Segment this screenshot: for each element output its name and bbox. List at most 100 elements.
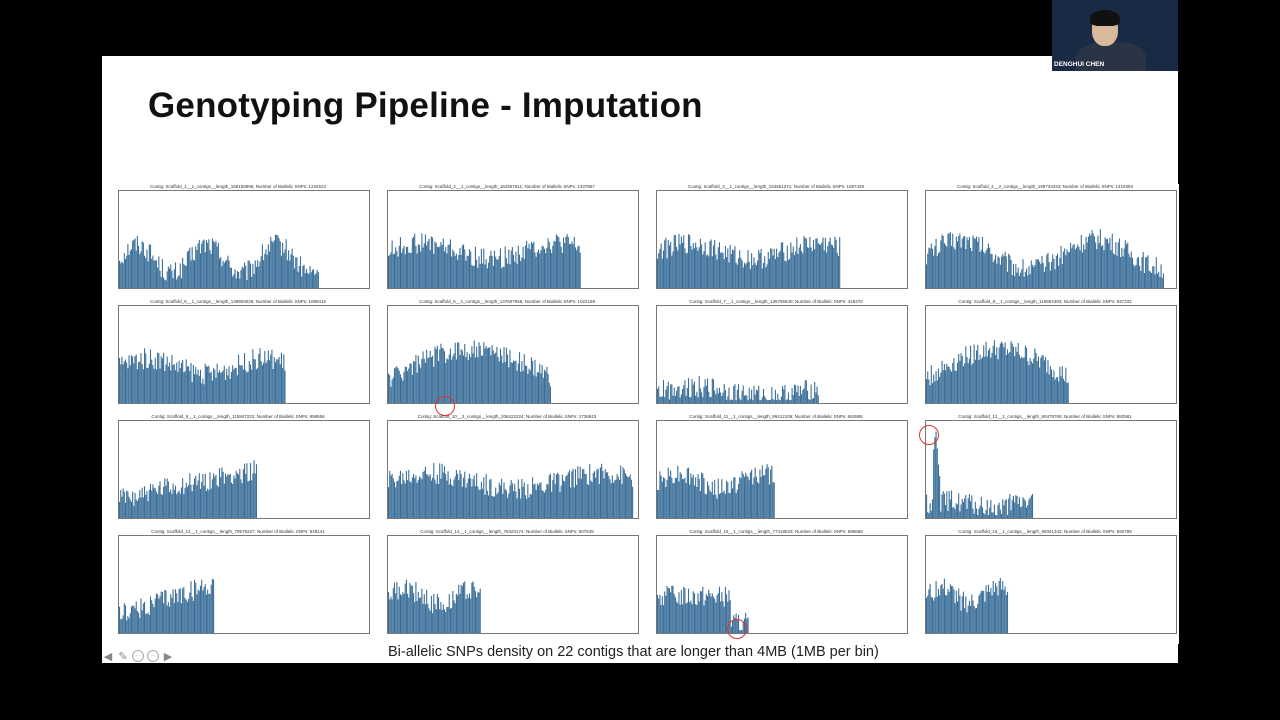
histogram-bar — [438, 360, 440, 403]
histogram-bar — [458, 479, 460, 518]
histogram-bar — [421, 588, 423, 633]
histogram-bar — [452, 486, 454, 518]
histogram-bar — [251, 369, 253, 403]
histogram-bar — [720, 392, 722, 403]
histogram-bar — [789, 400, 791, 403]
histogram-bar — [962, 366, 964, 403]
histogram-bar — [207, 366, 209, 403]
histogram-bar — [440, 241, 442, 288]
histogram-bar — [746, 262, 748, 288]
histogram-bar — [999, 509, 1001, 518]
histogram-bar — [546, 247, 548, 288]
histogram-bar — [545, 489, 547, 518]
histogram-bar — [717, 478, 719, 518]
pen-icon[interactable]: ✎ — [118, 650, 128, 663]
histogram-bar — [978, 595, 980, 633]
histogram-bar — [416, 253, 418, 288]
histogram-bar — [1066, 249, 1068, 288]
histogram-bar — [201, 383, 203, 403]
histogram-bar — [146, 368, 148, 403]
histogram-bar — [668, 476, 670, 518]
histogram-bar — [1028, 365, 1030, 403]
histogram-bar — [245, 265, 247, 288]
histogram-bar — [707, 254, 709, 288]
panel-title: Contig: Scaffold_2__1_contigs__length_16… — [419, 184, 595, 189]
histogram-bar — [127, 491, 129, 518]
histogram-bar — [779, 400, 781, 403]
speaker-name: DENGHUI CHEN — [1054, 61, 1105, 68]
histogram-bar — [418, 598, 421, 633]
histogram-bar — [613, 482, 615, 518]
histogram-bar — [161, 259, 163, 288]
histogram-bar — [570, 487, 572, 518]
histogram-bar — [461, 245, 463, 288]
histogram-bar — [1015, 495, 1017, 518]
histogram-bar — [987, 243, 989, 288]
histogram-bar — [132, 491, 134, 518]
histogram-bar — [740, 478, 742, 518]
histogram-bar — [477, 592, 479, 633]
histogram-bar — [121, 618, 123, 633]
histogram-bar — [209, 250, 211, 288]
histogram-bar — [265, 363, 267, 403]
histogram-bar — [1124, 240, 1126, 288]
histogram-bar — [816, 238, 818, 288]
histogram-bar — [546, 366, 548, 403]
histogram-bar — [967, 363, 969, 403]
histogram-bar — [169, 268, 171, 288]
histogram-bar — [608, 476, 610, 518]
histogram-bar — [834, 236, 836, 288]
histogram-bar — [496, 346, 498, 403]
histogram-bar — [440, 343, 442, 403]
histogram-bar — [130, 249, 132, 288]
histogram-bar — [721, 252, 723, 288]
histogram-bar — [230, 482, 232, 518]
histogram-bar — [296, 257, 298, 288]
histogram-bar — [241, 266, 243, 288]
histogram-bar — [182, 588, 184, 633]
histogram-bar — [777, 393, 779, 403]
histogram-bar — [1106, 238, 1109, 288]
histogram-bar — [234, 478, 236, 518]
histogram-bar — [245, 370, 247, 403]
histogram-bar — [401, 595, 403, 633]
histogram-bar — [135, 250, 137, 288]
histogram-plot-area — [387, 535, 639, 634]
histogram-bar — [407, 371, 409, 403]
histogram-bar — [930, 596, 932, 633]
histogram-bar — [954, 370, 956, 403]
histogram-bar — [461, 350, 463, 403]
histogram-bar — [1041, 355, 1043, 403]
more-icon[interactable]: ⋯ — [132, 650, 144, 662]
histogram-bar — [170, 264, 172, 288]
zoom-icon[interactable]: − — [147, 650, 159, 662]
histogram-bar — [1152, 266, 1154, 288]
histogram-bar — [560, 246, 562, 288]
histogram-bar — [513, 360, 515, 403]
histogram-bar — [188, 366, 190, 403]
histogram-bar — [973, 344, 975, 403]
histogram-bar — [119, 358, 121, 403]
histogram-bar — [673, 482, 675, 518]
histogram-bar — [559, 241, 561, 288]
histogram-bar — [1004, 586, 1006, 633]
histogram-bar — [695, 477, 697, 518]
next-arrow-icon[interactable]: ▶ — [163, 650, 173, 663]
histogram-bar — [577, 466, 579, 518]
histogram-bar — [723, 606, 725, 633]
histogram-bar — [743, 476, 745, 518]
histogram-bar — [1035, 259, 1037, 288]
histogram-plot-area — [925, 305, 1177, 404]
histogram-bar — [163, 352, 165, 403]
histogram-bar — [520, 371, 522, 403]
histogram-bar — [242, 469, 244, 518]
histogram-bar — [141, 241, 143, 288]
histogram-bar — [759, 253, 761, 288]
histogram-bar — [741, 260, 743, 288]
histogram-bar — [484, 264, 486, 288]
histogram-bar — [614, 480, 616, 518]
histogram-bar — [664, 591, 666, 633]
histogram-bar — [737, 483, 740, 518]
histogram-bar — [445, 474, 447, 518]
prev-arrow-icon[interactable]: ◀ — [103, 650, 113, 663]
